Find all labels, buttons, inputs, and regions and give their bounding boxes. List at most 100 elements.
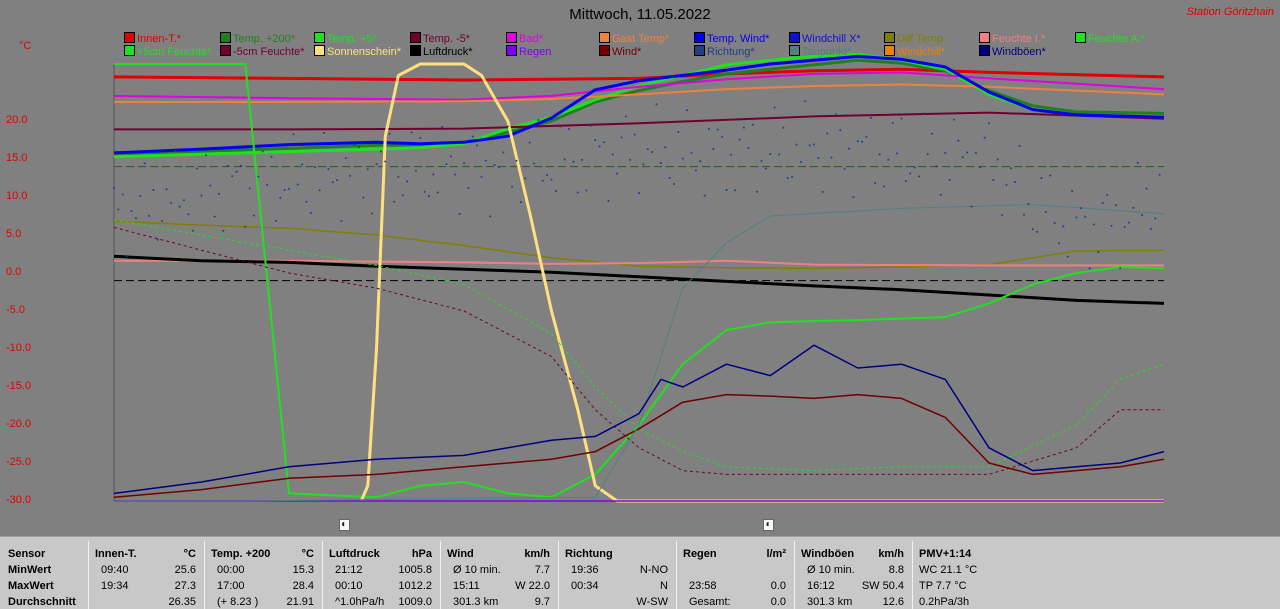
direction-point — [585, 189, 588, 192]
direction-point — [611, 153, 614, 156]
direction-point — [839, 129, 842, 132]
direction-point — [235, 170, 238, 173]
stat-unit: km/h — [878, 548, 904, 560]
direction-point — [467, 187, 470, 190]
stat-avg-val: 0.0 — [770, 596, 786, 608]
direction-point — [148, 214, 150, 217]
direction-point — [821, 190, 824, 193]
direction-point — [502, 151, 505, 154]
stat-min-time: 00:00 — [217, 564, 245, 576]
stat-max-time: 00:10 — [335, 580, 363, 592]
legend-item: Feuchte A.* — [1075, 32, 1145, 45]
stat-avg-val: 9.7 — [534, 596, 550, 608]
legend-item: -5cm Feuchte* — [220, 45, 305, 58]
stat-title: Richtung — [565, 548, 613, 560]
legend-label: Gast Temp* — [612, 33, 670, 45]
direction-point — [1031, 228, 1034, 231]
direction-point — [143, 162, 146, 165]
direction-point — [725, 189, 728, 192]
direction-point — [1005, 183, 1008, 186]
stats-column: Temp. +200 °C 00:00 15.3 17:00 28.4 (+ 8.23 ) 2… — [204, 541, 322, 609]
stats-column: Wind km/h Ø 10 min. 7.7 15:11 W 22.0 301.3 km 9… — [440, 541, 558, 609]
direction-point — [996, 158, 999, 161]
direction-point — [974, 151, 977, 154]
direction-point — [983, 136, 986, 139]
stats-column: Richtung 19:36 N-NO 00:34 N W-SW — [558, 541, 676, 609]
legend-label: Feuchte I.* — [992, 33, 1046, 45]
direction-point — [366, 168, 369, 171]
direction-point — [406, 180, 409, 183]
series-line — [114, 111, 1165, 131]
stat-avg-left: Gesamt: — [689, 596, 731, 608]
direction-point — [283, 189, 286, 192]
series-line — [113, 219, 1165, 472]
direction-point — [751, 123, 754, 126]
y-tick-label: 5.0 — [6, 228, 22, 240]
stat-max-val: N — [660, 580, 668, 592]
direction-point — [939, 193, 942, 196]
stat-min-time: 19:36 — [571, 564, 599, 576]
stat-max-val: 0.0 — [770, 580, 786, 592]
direction-point — [204, 154, 207, 157]
stat-max-time: 23:58 — [689, 580, 717, 592]
direction-point — [248, 187, 251, 190]
direction-point — [808, 144, 811, 147]
y-tick-label: -5.0 — [6, 304, 25, 316]
direction-point — [388, 132, 391, 135]
direction-point — [1036, 230, 1039, 233]
stat-unit: hPa — [411, 548, 432, 560]
direction-point — [156, 238, 159, 241]
legend-label: Temp. +5* — [327, 33, 377, 45]
direction-point — [253, 214, 255, 217]
stats-column: Regen l/m² 23:58 0.0 Gesamt: 0.0 — [676, 541, 794, 609]
y-tick-label: 10.0 — [6, 190, 28, 202]
direction-point — [721, 135, 724, 138]
stat-avg-left: 0.2hPa/3h — [919, 596, 970, 608]
direction-point — [563, 158, 566, 161]
direction-point — [629, 158, 632, 161]
direction-point — [664, 146, 667, 149]
direction-point — [869, 116, 872, 119]
legend-label: Windchill X* — [802, 33, 861, 45]
direction-point — [655, 103, 658, 106]
direction-point — [848, 147, 850, 150]
direction-point — [183, 199, 185, 202]
stat-min-val: 7.7 — [534, 564, 550, 576]
direction-point — [375, 163, 378, 166]
series-line — [113, 344, 1165, 495]
direction-point — [922, 112, 925, 115]
y-tick-label: -10.0 — [6, 342, 32, 354]
stat-title: Regen — [683, 548, 717, 560]
direction-point — [178, 205, 181, 208]
stat-avg-val: 12.6 — [882, 596, 904, 608]
direction-point — [638, 192, 640, 195]
legend-swatch — [410, 45, 421, 56]
stat-title: Innen-T. — [95, 548, 137, 560]
legend-swatch — [410, 32, 421, 43]
direction-point — [935, 165, 938, 168]
direction-point — [677, 131, 680, 134]
direction-point — [393, 200, 395, 203]
direction-point — [305, 200, 308, 203]
stat-unit: °C — [183, 548, 196, 560]
stat-unit: km/h — [524, 548, 550, 560]
direction-point — [1062, 225, 1065, 228]
direction-point — [576, 191, 579, 194]
direction-point — [1075, 216, 1078, 219]
direction-point — [865, 135, 868, 138]
direction-point — [1079, 207, 1082, 210]
stat-min-val: N-NO — [639, 564, 668, 576]
direction-point — [603, 141, 605, 144]
y-tick-label: 0.0 — [6, 266, 22, 278]
direction-point — [970, 205, 973, 208]
direction-point — [533, 162, 535, 165]
direction-point — [607, 199, 610, 202]
row-label-avg: Durchschnitt — [8, 596, 76, 608]
series-line — [113, 71, 1165, 101]
legend-label: Windböen* — [992, 46, 1046, 58]
direction-point — [953, 118, 955, 121]
direction-point — [1001, 214, 1004, 217]
direction-point — [244, 225, 247, 228]
direction-point — [694, 169, 697, 172]
direction-point — [786, 176, 789, 179]
